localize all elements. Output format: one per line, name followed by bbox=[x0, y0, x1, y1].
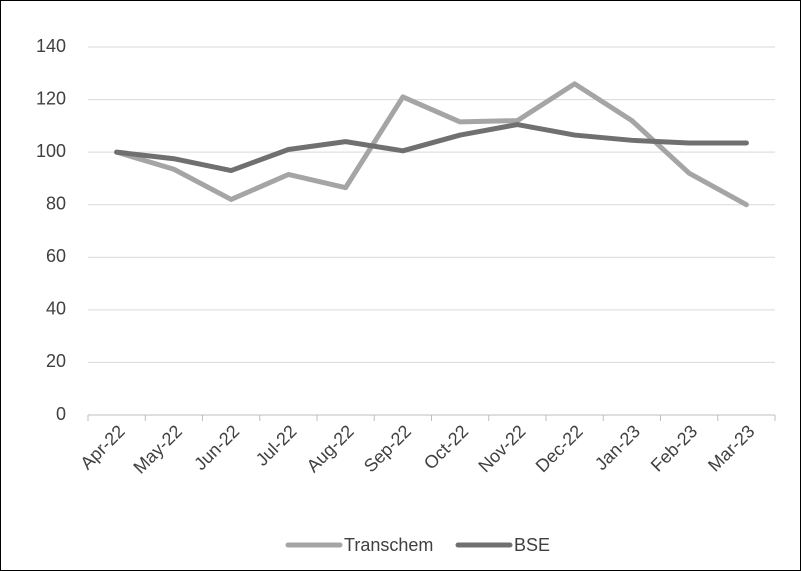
line-series bbox=[114, 122, 749, 174]
legend-label: BSE bbox=[514, 535, 550, 555]
y-tick-label: 100 bbox=[36, 141, 66, 161]
y-tick-label: 140 bbox=[36, 36, 66, 56]
line-series bbox=[114, 81, 749, 208]
y-tick-label: 40 bbox=[46, 299, 66, 319]
y-tick-label: 80 bbox=[46, 193, 66, 213]
y-tick-label: 0 bbox=[56, 404, 66, 424]
y-tick-label: 60 bbox=[46, 246, 66, 266]
legend-label: Transchem bbox=[344, 535, 433, 555]
y-tick-label: 20 bbox=[46, 351, 66, 371]
y-tick-label: 120 bbox=[36, 88, 66, 108]
